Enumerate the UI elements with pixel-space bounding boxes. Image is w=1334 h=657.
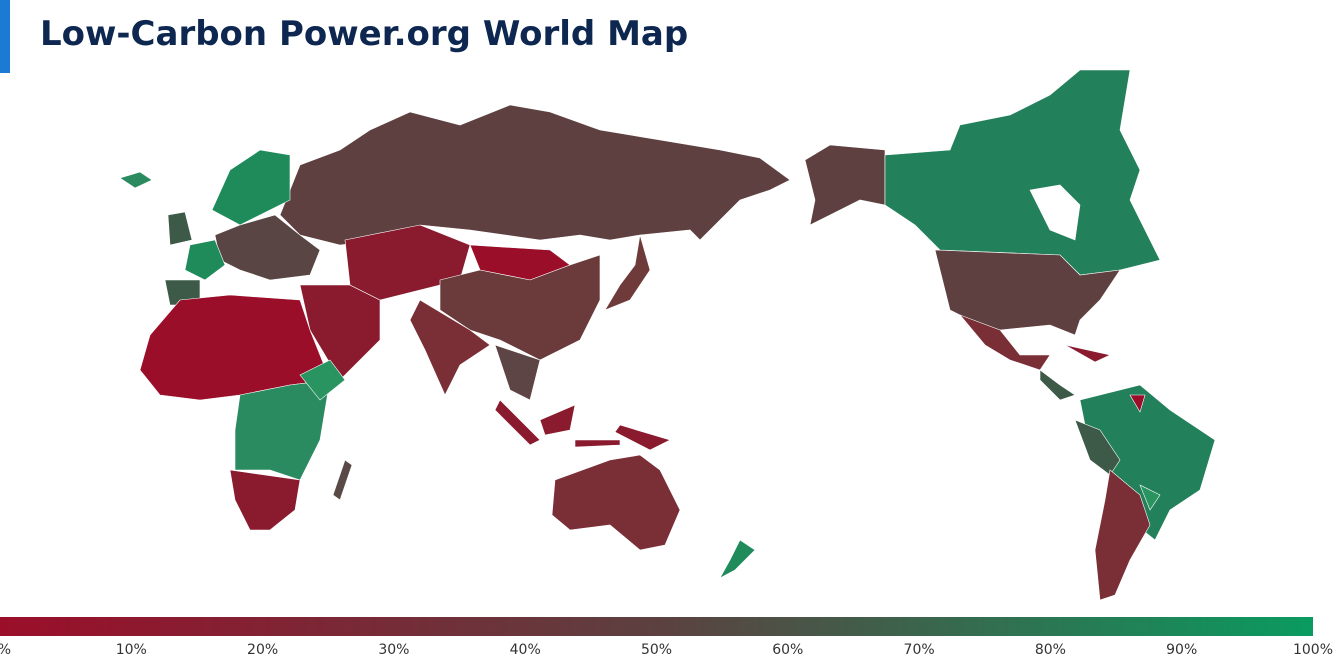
- color-scale-label: 0%: [0, 642, 11, 657]
- accent-bar: [0, 0, 10, 73]
- color-scale: 0% 10% 20% 30% 40% 50% 60% 70% 80% 90% 100%: [0, 617, 1333, 657]
- color-scale-label: 100%: [1293, 642, 1333, 657]
- color-scale-label: 40%: [510, 642, 541, 657]
- color-scale-label: 50%: [641, 642, 672, 657]
- world-map: [119, 69, 1216, 601]
- color-scale-label: 20%: [247, 642, 278, 657]
- color-scale-label: 90%: [1166, 642, 1197, 657]
- color-scale-label: 30%: [378, 642, 409, 657]
- color-scale-bar: [0, 617, 1313, 636]
- color-scale-label: 60%: [772, 642, 803, 657]
- color-scale-label: 10%: [116, 642, 147, 657]
- title: Low-Carbon Power.org World Map: [40, 14, 688, 54]
- color-scale-label: 70%: [904, 642, 935, 657]
- color-scale-label: 80%: [1035, 642, 1066, 657]
